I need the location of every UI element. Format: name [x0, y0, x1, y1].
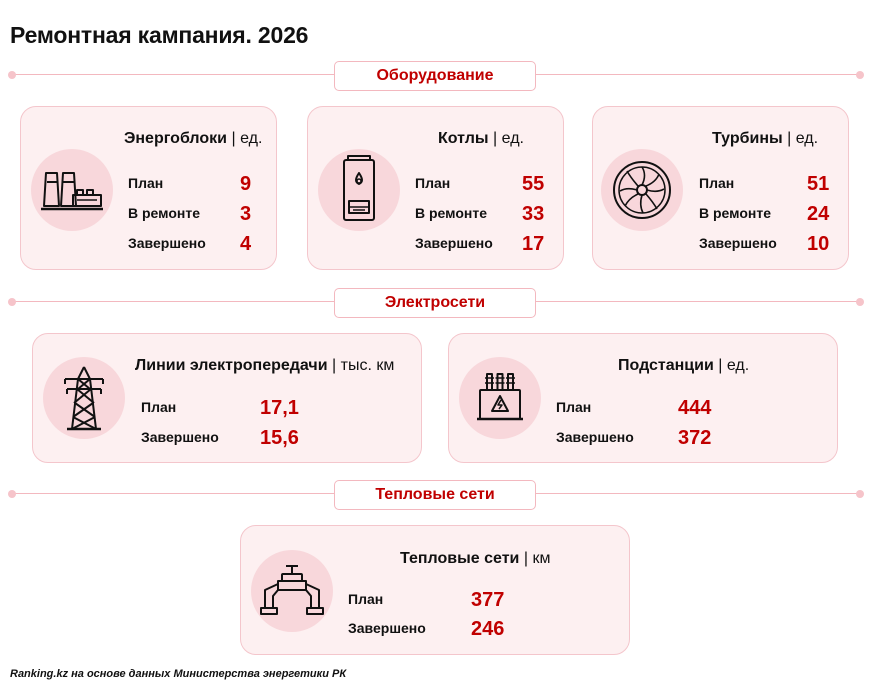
card-title: Энергоблоки | ед. [124, 130, 262, 148]
transmission-tower-icon [43, 357, 125, 439]
card-name: Тепловые сети [400, 550, 520, 567]
title-separator: | [787, 130, 792, 147]
row-value-plan: 9 [240, 173, 252, 195]
card-turbines: Турбины | ед. План 51 В ремонте 24 Завер… [592, 106, 849, 270]
pipe-valve-icon [251, 550, 333, 632]
card-title: Котлы | ед. [438, 130, 524, 148]
card-title: Подстанции | ед. [618, 357, 749, 375]
row-value-in-repair: 24 [807, 203, 830, 225]
row-value-plan: 51 [807, 173, 830, 195]
row-label-completed: Завершено [141, 429, 219, 445]
row-value-in-repair: 33 [522, 203, 545, 225]
row-label-plan: План [348, 591, 384, 607]
card-unit: ед. [726, 357, 750, 374]
row-label-in-repair: В ремонте [699, 205, 771, 221]
row-value-completed: 246 [471, 618, 505, 640]
card-power-units: Энергоблоки | ед. План 9 В ремонте 3 Зав… [20, 106, 277, 270]
row-label-plan: План [141, 399, 177, 415]
card-name: Подстанции [618, 357, 714, 374]
row-label-completed: Завершено [348, 620, 426, 636]
page-title: Ремонтная кампания. 2026 [10, 22, 309, 48]
row-value-completed: 10 [807, 233, 830, 255]
row-value-in-repair: 3 [240, 203, 252, 225]
row-label-completed: Завершено [699, 235, 777, 251]
row-label-plan: План [415, 175, 451, 191]
title-separator: | [718, 357, 723, 374]
card-boilers: Котлы | ед. План 55 В ремонте 33 Заверше… [307, 106, 564, 270]
title-separator: | [231, 130, 236, 147]
row-value-plan: 377 [471, 589, 505, 611]
card-unit: ед. [795, 130, 819, 147]
card-name: Энергоблоки [124, 130, 227, 147]
row-label-completed: Завершено [128, 235, 206, 251]
title-separator: | [523, 550, 528, 567]
row-value-completed: 372 [678, 427, 712, 449]
card-name: Котлы [438, 130, 489, 147]
section-label-heat: Тепловые сети [334, 480, 536, 510]
row-label-plan: План [556, 399, 592, 415]
card-heat-networks: Тепловые сети | км План 377 Завершено 24… [240, 525, 630, 655]
transformer-icon [459, 357, 541, 439]
row-label-in-repair: В ремонте [415, 205, 487, 221]
card-name: Турбины [712, 130, 783, 147]
row-label-plan: План [699, 175, 735, 191]
row-label-completed: Завершено [556, 429, 634, 445]
power-plant-icon [31, 149, 113, 231]
card-unit: ед. [240, 130, 263, 147]
source-note: Ranking.kz на основе данных Министерства… [10, 668, 347, 680]
card-title: Тепловые сети | км [400, 550, 550, 568]
row-value-plan: 444 [678, 397, 712, 419]
section-label-equipment: Оборудование [334, 61, 536, 91]
card-unit: ед. [501, 130, 524, 147]
section-label-grids: Электросети [334, 288, 536, 318]
row-value-completed: 4 [240, 233, 252, 255]
row-value-completed: 15,6 [260, 427, 299, 449]
row-value-plan: 17,1 [260, 397, 299, 419]
title-separator: | [332, 357, 337, 374]
title-separator: | [493, 130, 498, 147]
turbine-icon [601, 149, 683, 231]
row-value-completed: 17 [522, 233, 545, 255]
card-name: Линии электропередачи [135, 357, 328, 374]
card-title: Линии электропередачи | тыс. км [135, 357, 394, 375]
card-substations: Подстанции | ед. План 444 Завершено 372 [448, 333, 838, 463]
card-title: Турбины | ед. [712, 130, 818, 148]
row-label-in-repair: В ремонте [128, 205, 200, 221]
row-label-plan: План [128, 175, 164, 191]
boiler-icon [318, 149, 400, 231]
row-label-completed: Завершено [415, 235, 493, 251]
card-unit: км [532, 550, 551, 567]
card-transmission-lines: Линии электропередачи | тыс. км План 17,… [32, 333, 422, 463]
row-value-plan: 55 [522, 173, 545, 195]
card-unit: тыс. км [340, 357, 395, 374]
